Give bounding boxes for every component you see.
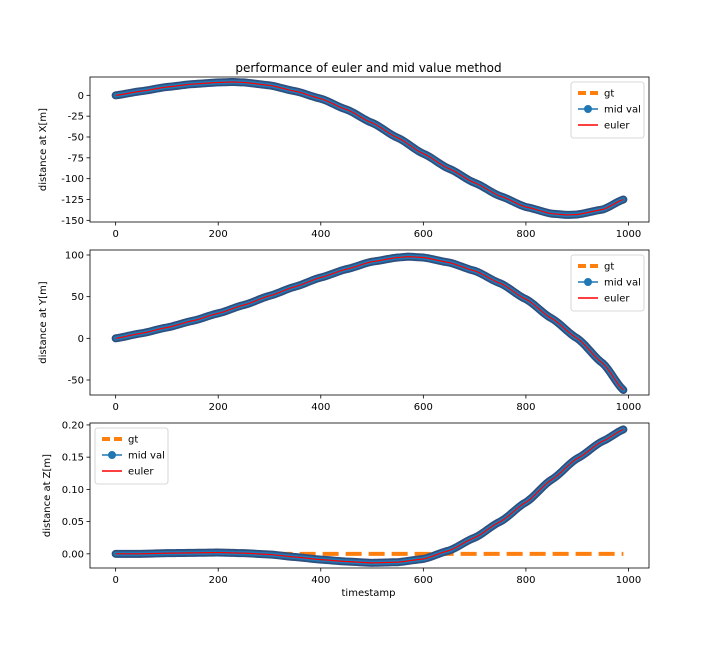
x-tick-label: 200 xyxy=(209,575,228,586)
plot-frame xyxy=(89,76,650,223)
legend: gt mid val euler xyxy=(570,81,645,139)
legend: gt mid val euler xyxy=(94,427,169,485)
y-tick-label: 0.10 xyxy=(62,485,84,496)
series-euler-line xyxy=(115,256,624,391)
series-euler-line xyxy=(115,428,624,564)
y-tick-label: -125 xyxy=(61,195,84,206)
y-tick-label: 0 xyxy=(78,334,84,345)
plot-frame xyxy=(89,249,650,396)
plot-area xyxy=(90,77,649,222)
series-euler-line xyxy=(115,81,624,216)
y-tick-label: 0.05 xyxy=(62,517,84,528)
y-tick-label: 0.00 xyxy=(62,549,84,560)
legend-box xyxy=(570,254,645,312)
y-tick-label: -100 xyxy=(61,174,84,185)
x-tick-label: 600 xyxy=(414,402,433,413)
subplot-3: 0 200 400 600 800 1000 0.00 0.05 0.10 0.15 0.20 dis… xyxy=(42,420,650,586)
x-tick-label: 200 xyxy=(209,229,228,240)
chart-title: performance of euler and mid value metho… xyxy=(235,61,501,75)
x-tick-label: 400 xyxy=(311,575,330,586)
x-tick-label: 800 xyxy=(516,402,535,413)
x-tick-label: 1000 xyxy=(616,229,641,240)
series-group xyxy=(111,77,628,219)
y-axis-label: distance at X[m] xyxy=(38,108,49,191)
y-tick-label: 0.15 xyxy=(62,453,84,464)
x-tick-label: 800 xyxy=(516,575,535,586)
y-tick-label: -150 xyxy=(61,216,84,227)
x-axis-label: timestamp xyxy=(342,588,396,599)
y-tick-label: -50 xyxy=(68,133,84,144)
legend-mid-val-marker xyxy=(584,278,592,286)
x-tick-label: 600 xyxy=(414,575,433,586)
legend-euler-label: euler xyxy=(128,467,154,478)
legend-gt-label: gt xyxy=(604,89,614,100)
subplot-1: 0 200 400 600 800 1000 -150 -125 -100 -75 -50 -25 0 d… xyxy=(38,76,650,240)
legend: gt mid val euler xyxy=(570,254,645,312)
legend-mid-val-label: mid val xyxy=(604,278,641,289)
y-tick-label: -50 xyxy=(68,376,84,387)
series-group xyxy=(111,252,628,394)
legend-euler-label: euler xyxy=(604,294,630,305)
legend-box xyxy=(94,427,169,485)
x-tick-label: 0 xyxy=(112,229,118,240)
legend-gt-label: gt xyxy=(128,435,138,446)
x-tick-label: 400 xyxy=(311,229,330,240)
y-tick-label: -25 xyxy=(68,112,84,123)
legend-box xyxy=(570,81,645,139)
legend-euler-label: euler xyxy=(604,121,630,132)
legend-gt-label: gt xyxy=(604,262,614,273)
y-axis-label: distance at Z[m] xyxy=(42,454,53,537)
legend-mid-val-label: mid val xyxy=(128,451,165,462)
legend-mid-val-label: mid val xyxy=(604,105,641,116)
legend-mid-val-marker xyxy=(584,105,592,113)
x-tick-label: 0 xyxy=(112,402,118,413)
plot-frame xyxy=(89,422,650,569)
y-tick-label: 0 xyxy=(78,91,84,102)
series-group xyxy=(111,425,628,567)
x-tick-label: 0 xyxy=(112,575,118,586)
x-tick-label: 1000 xyxy=(616,402,641,413)
x-tick-label: 800 xyxy=(516,229,535,240)
y-tick-label: 100 xyxy=(65,251,84,262)
y-tick-label: 50 xyxy=(71,292,84,303)
plot-area xyxy=(90,423,649,568)
y-axis-label: distance at Y[m] xyxy=(38,281,49,364)
x-tick-label: 200 xyxy=(209,402,228,413)
subplot-2: 0 200 400 600 800 1000 -50 0 50 100 distance at Y[… xyxy=(38,249,650,413)
subplots: 0 200 400 600 800 1000-150-125-100-75-50-250d… xyxy=(38,76,650,586)
x-tick-label: 1000 xyxy=(616,575,641,586)
x-tick-label: 400 xyxy=(311,402,330,413)
y-tick-label: 0.20 xyxy=(62,420,84,431)
x-tick-label: 600 xyxy=(414,229,433,240)
legend-mid-val-marker xyxy=(108,451,116,459)
y-tick-label: -75 xyxy=(68,153,84,164)
